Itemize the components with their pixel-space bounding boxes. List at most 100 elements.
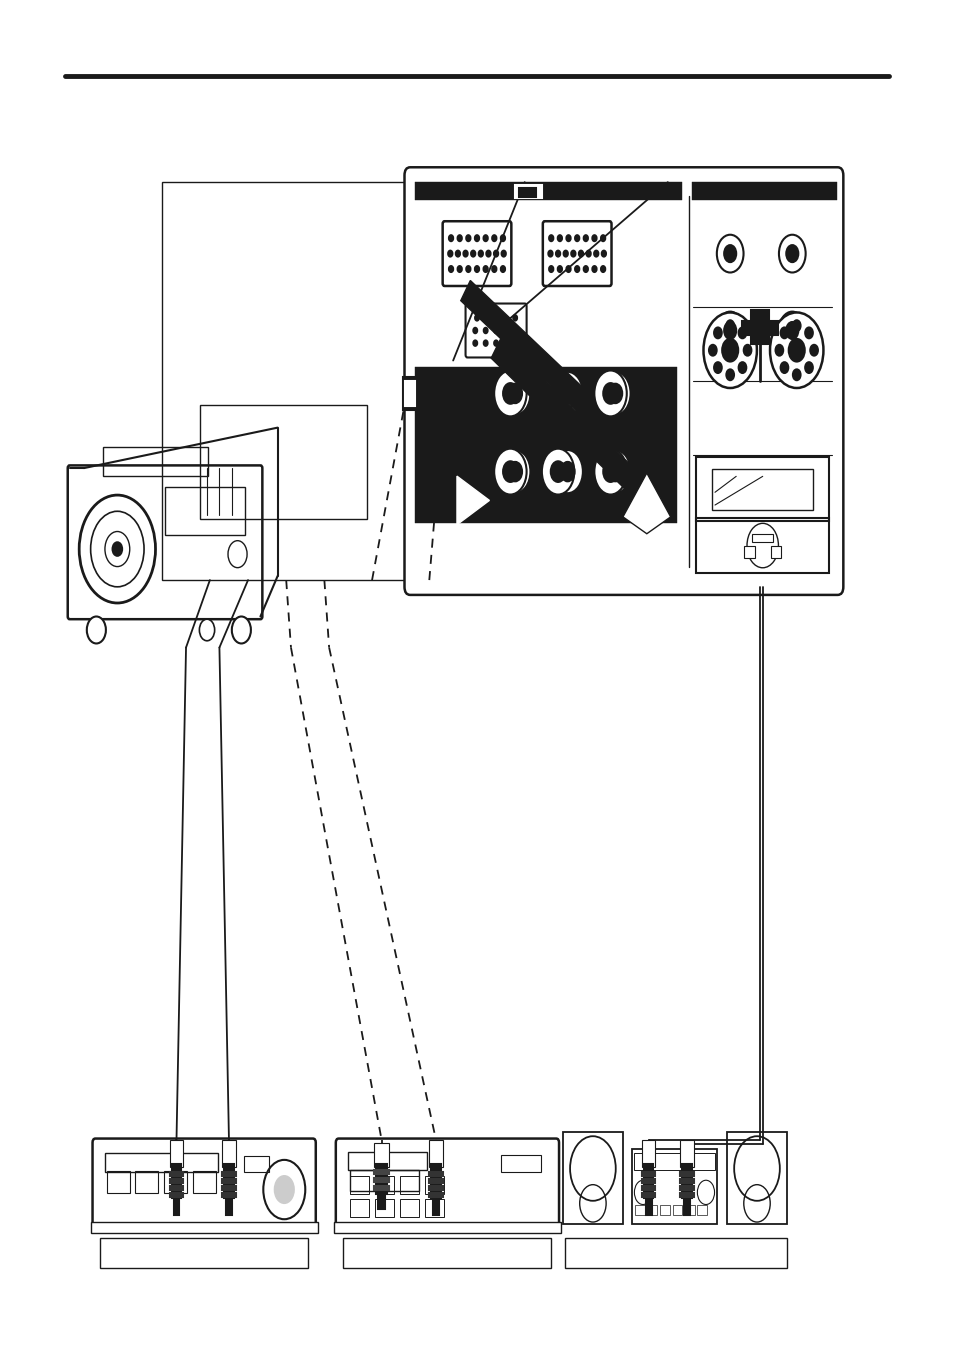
Circle shape — [778, 312, 804, 349]
Bar — [564, 1238, 786, 1268]
Circle shape — [743, 345, 751, 356]
Circle shape — [549, 266, 553, 272]
Bar — [647, 1205, 657, 1215]
Circle shape — [778, 235, 804, 272]
Bar — [500, 1155, 540, 1172]
Bar — [641, 1140, 655, 1167]
Circle shape — [550, 383, 565, 403]
Bar — [244, 1156, 269, 1172]
Circle shape — [541, 449, 574, 495]
Circle shape — [594, 449, 626, 495]
Circle shape — [578, 251, 582, 256]
Circle shape — [558, 266, 561, 272]
Bar — [222, 1179, 235, 1183]
Circle shape — [500, 235, 504, 241]
Bar — [641, 1186, 655, 1190]
Bar — [679, 1179, 693, 1183]
Bar — [350, 1170, 418, 1191]
Circle shape — [575, 266, 578, 272]
Circle shape — [541, 371, 574, 417]
Circle shape — [594, 371, 626, 417]
Circle shape — [548, 251, 552, 256]
Bar — [641, 1172, 655, 1176]
Circle shape — [473, 328, 476, 333]
Circle shape — [738, 362, 745, 372]
Bar — [105, 1153, 218, 1172]
Bar — [726, 1132, 786, 1224]
Bar — [645, 1195, 651, 1215]
Bar — [402, 378, 426, 410]
Bar — [405, 382, 415, 406]
Polygon shape — [460, 281, 591, 415]
Bar — [415, 367, 677, 523]
Circle shape — [556, 251, 559, 256]
Bar — [165, 487, 245, 534]
Circle shape — [714, 362, 721, 372]
Circle shape — [232, 616, 251, 643]
Bar — [222, 1186, 235, 1190]
Circle shape — [560, 383, 574, 403]
Circle shape — [199, 619, 214, 641]
Circle shape — [608, 461, 621, 482]
Circle shape — [792, 320, 800, 331]
Circle shape — [600, 266, 604, 272]
Bar — [518, 188, 536, 197]
Bar — [683, 1195, 689, 1215]
Bar — [635, 1205, 644, 1215]
Bar — [679, 1186, 693, 1190]
Bar — [399, 1176, 418, 1194]
Circle shape — [471, 251, 475, 256]
Circle shape — [552, 451, 582, 494]
Circle shape — [494, 340, 497, 345]
Bar — [222, 1140, 235, 1167]
Bar — [226, 1195, 232, 1215]
Circle shape — [504, 328, 508, 333]
Bar — [424, 1199, 443, 1217]
Polygon shape — [456, 476, 489, 525]
Circle shape — [804, 362, 812, 372]
Circle shape — [560, 461, 574, 482]
Circle shape — [785, 246, 798, 262]
Bar — [343, 1238, 551, 1268]
Bar — [103, 447, 208, 476]
Circle shape — [486, 251, 490, 256]
Bar — [743, 545, 754, 557]
Circle shape — [483, 235, 487, 241]
Bar — [374, 1170, 389, 1174]
Circle shape — [483, 266, 487, 272]
Bar — [750, 310, 768, 344]
Bar — [562, 1132, 622, 1224]
Circle shape — [599, 372, 630, 415]
Circle shape — [716, 235, 742, 272]
FancyBboxPatch shape — [404, 167, 842, 595]
Bar — [377, 1193, 385, 1209]
Bar — [631, 1149, 717, 1224]
Circle shape — [457, 235, 461, 241]
Bar — [224, 1164, 233, 1198]
Bar — [374, 1143, 389, 1167]
Bar — [350, 1199, 369, 1217]
Bar — [679, 1193, 693, 1197]
Circle shape — [475, 235, 478, 241]
Circle shape — [775, 345, 782, 356]
Circle shape — [274, 1176, 294, 1203]
Circle shape — [499, 372, 530, 415]
Circle shape — [721, 339, 738, 362]
Circle shape — [492, 266, 496, 272]
Bar — [107, 1171, 130, 1193]
Bar — [222, 1193, 235, 1197]
Bar — [170, 1172, 183, 1176]
Polygon shape — [491, 339, 643, 498]
Bar — [672, 1205, 681, 1215]
Circle shape — [87, 616, 106, 643]
Bar — [162, 182, 677, 580]
Bar — [399, 1199, 418, 1217]
Circle shape — [583, 266, 587, 272]
Circle shape — [566, 266, 570, 272]
Circle shape — [502, 383, 517, 403]
Circle shape — [575, 235, 578, 241]
Bar — [135, 1171, 158, 1193]
Circle shape — [586, 251, 590, 256]
Bar — [172, 1164, 181, 1198]
Bar — [634, 1153, 714, 1170]
